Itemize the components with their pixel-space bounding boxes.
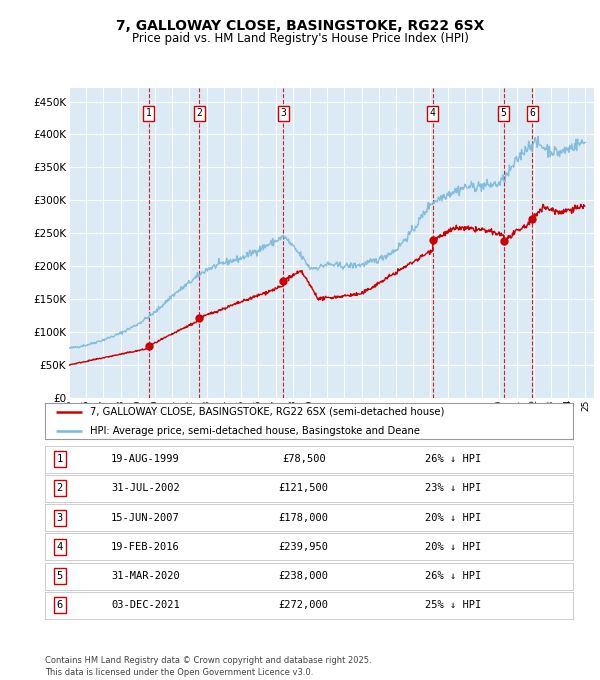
Text: 1: 1 bbox=[56, 454, 63, 464]
Text: £178,000: £178,000 bbox=[279, 513, 329, 523]
Text: 6: 6 bbox=[529, 108, 535, 118]
Text: 20% ↓ HPI: 20% ↓ HPI bbox=[425, 542, 481, 552]
Text: 26% ↓ HPI: 26% ↓ HPI bbox=[425, 571, 481, 581]
Text: 4: 4 bbox=[56, 542, 63, 552]
Text: 3: 3 bbox=[56, 513, 63, 523]
Text: £272,000: £272,000 bbox=[279, 600, 329, 611]
Bar bbox=[149, 88, 199, 398]
Text: 6: 6 bbox=[56, 600, 63, 611]
Text: £78,500: £78,500 bbox=[282, 454, 326, 464]
Text: 03-DEC-2021: 03-DEC-2021 bbox=[111, 600, 179, 611]
Text: HPI: Average price, semi-detached house, Basingstoke and Deane: HPI: Average price, semi-detached house,… bbox=[90, 426, 420, 436]
Bar bbox=[433, 88, 503, 398]
Text: 7, GALLOWAY CLOSE, BASINGSTOKE, RG22 6SX (semi-detached house): 7, GALLOWAY CLOSE, BASINGSTOKE, RG22 6SX… bbox=[90, 407, 444, 417]
Text: 2: 2 bbox=[56, 483, 63, 494]
Text: 20% ↓ HPI: 20% ↓ HPI bbox=[425, 513, 481, 523]
Text: 4: 4 bbox=[430, 108, 436, 118]
Text: 5: 5 bbox=[56, 571, 63, 581]
Text: 3: 3 bbox=[280, 108, 286, 118]
Text: 5: 5 bbox=[500, 108, 506, 118]
Text: 15-JUN-2007: 15-JUN-2007 bbox=[111, 513, 179, 523]
Text: 7, GALLOWAY CLOSE, BASINGSTOKE, RG22 6SX: 7, GALLOWAY CLOSE, BASINGSTOKE, RG22 6SX bbox=[116, 19, 484, 33]
Text: 31-JUL-2002: 31-JUL-2002 bbox=[111, 483, 179, 494]
Text: 23% ↓ HPI: 23% ↓ HPI bbox=[425, 483, 481, 494]
Bar bbox=[199, 88, 283, 398]
Bar bbox=[503, 88, 532, 398]
Text: 1: 1 bbox=[146, 108, 152, 118]
Text: Price paid vs. HM Land Registry's House Price Index (HPI): Price paid vs. HM Land Registry's House … bbox=[131, 32, 469, 46]
Text: Contains HM Land Registry data © Crown copyright and database right 2025.
This d: Contains HM Land Registry data © Crown c… bbox=[45, 656, 371, 677]
Text: £121,500: £121,500 bbox=[279, 483, 329, 494]
Text: £238,000: £238,000 bbox=[279, 571, 329, 581]
Text: 19-FEB-2016: 19-FEB-2016 bbox=[111, 542, 179, 552]
Text: 26% ↓ HPI: 26% ↓ HPI bbox=[425, 454, 481, 464]
Text: 31-MAR-2020: 31-MAR-2020 bbox=[111, 571, 179, 581]
Text: 25% ↓ HPI: 25% ↓ HPI bbox=[425, 600, 481, 611]
Text: 2: 2 bbox=[197, 108, 202, 118]
Bar bbox=[69, 88, 149, 398]
Bar bbox=[532, 88, 594, 398]
Text: 19-AUG-1999: 19-AUG-1999 bbox=[111, 454, 179, 464]
Text: £239,950: £239,950 bbox=[279, 542, 329, 552]
Bar bbox=[283, 88, 433, 398]
